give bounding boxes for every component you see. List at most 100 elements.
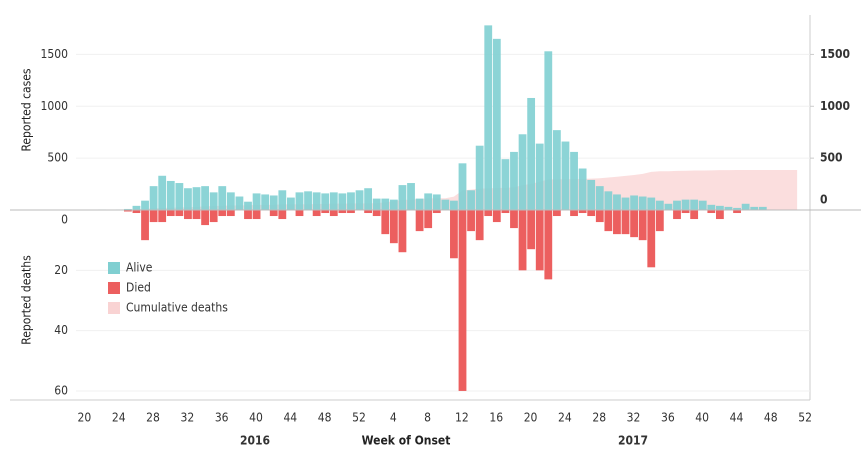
case-bar [295,192,304,210]
case-bar [613,194,621,210]
case-bar [750,206,759,210]
death-bar [595,210,604,223]
death-bar [364,210,373,214]
death-bar [587,210,596,217]
case-bar [518,134,527,210]
death-bar [175,210,184,217]
x-tick-label: 40 [695,411,709,425]
case-bar [501,159,510,210]
case-bar [261,194,270,210]
legend-label: Died [126,281,151,295]
x-axis-title: Week of Onset [362,434,451,448]
x-tick-label: 28 [146,411,160,425]
case-bar [655,200,664,210]
case-bar [690,199,699,210]
death-bar [398,210,407,253]
death-bar [673,210,681,220]
death-bar [278,210,287,220]
case-bar [681,199,690,210]
death-bar [312,210,321,217]
case-bar [604,191,613,210]
death-bar [244,210,252,220]
case-bar [287,197,295,210]
case-bar [141,200,149,210]
death-bar [501,210,510,214]
death-bar [535,210,544,271]
x-tick-label: 20 [78,411,92,425]
case-bar [707,204,716,210]
case-bar [244,201,252,210]
death-bar [630,210,638,238]
case-bar [209,192,218,210]
death-bar [123,210,132,212]
case-bar [561,141,570,210]
x-tick-label: 52 [798,411,812,425]
case-bar [338,193,347,210]
death-bar [475,210,484,241]
case-bar [544,51,553,210]
death-bar [166,210,175,217]
death-bar [450,210,458,259]
case-bar [510,151,518,210]
legend-label: Alive [126,261,153,275]
x-tick-label: 36 [215,411,229,425]
death-bar [329,210,338,217]
case-bar [321,193,330,210]
case-bar [647,197,656,210]
x-tick-label: 36 [661,411,675,425]
case-bar [415,198,424,210]
case-bar [184,188,192,210]
legend-swatch [108,262,120,274]
case-bar [398,185,407,210]
death-bar [638,210,647,241]
y2-tick-label: 1500 [820,47,850,61]
case-bar [741,203,750,210]
x-tick-label: 48 [764,411,778,425]
x-tick-label: 32 [180,411,194,425]
case-bar [123,208,132,210]
death-bar [192,210,201,220]
death-bar [381,210,390,235]
death-bar [269,210,278,217]
y-axis-title: Reported cases [20,68,34,151]
death-bar [578,210,587,214]
case-bar [630,195,638,210]
y-axis-title-lower: Reported deaths [20,255,34,345]
case-bar [269,195,278,210]
y-tick-label: 0 [61,213,68,227]
legend-swatch [108,282,120,294]
y-tick-label: 1500 [41,47,69,61]
death-bar [295,210,304,217]
y2-tick-label: 1000 [820,99,850,113]
case-bar [312,192,321,210]
case-bar [535,143,544,210]
case-bar [149,186,158,210]
case-bar [595,186,604,210]
death-bar [707,210,716,214]
death-bar [389,210,398,244]
x-tick-label: 24 [558,411,572,425]
x-tick-label: 16 [489,411,503,425]
case-bar [758,206,767,210]
case-bar [355,190,364,210]
case-bar [484,25,493,210]
death-bar [321,210,330,214]
case-bar [467,190,475,210]
death-bar [467,210,475,232]
x-tick-label: 40 [249,411,263,425]
y2-tick-label: 0 [820,193,828,207]
case-bar [441,199,450,210]
y-tick-label: 20 [54,263,68,277]
x-tick-label: 52 [352,411,366,425]
death-bar [432,210,441,214]
death-bar [690,210,699,220]
case-bar [578,168,587,210]
death-bar [621,210,630,235]
death-bar [492,210,501,223]
case-bar [201,186,209,210]
case-bar [252,193,261,210]
x-tick-label: 8 [424,411,431,425]
case-bar [724,206,733,210]
x-tick-label: 20 [524,411,538,425]
y-tick-label: 40 [54,323,68,337]
